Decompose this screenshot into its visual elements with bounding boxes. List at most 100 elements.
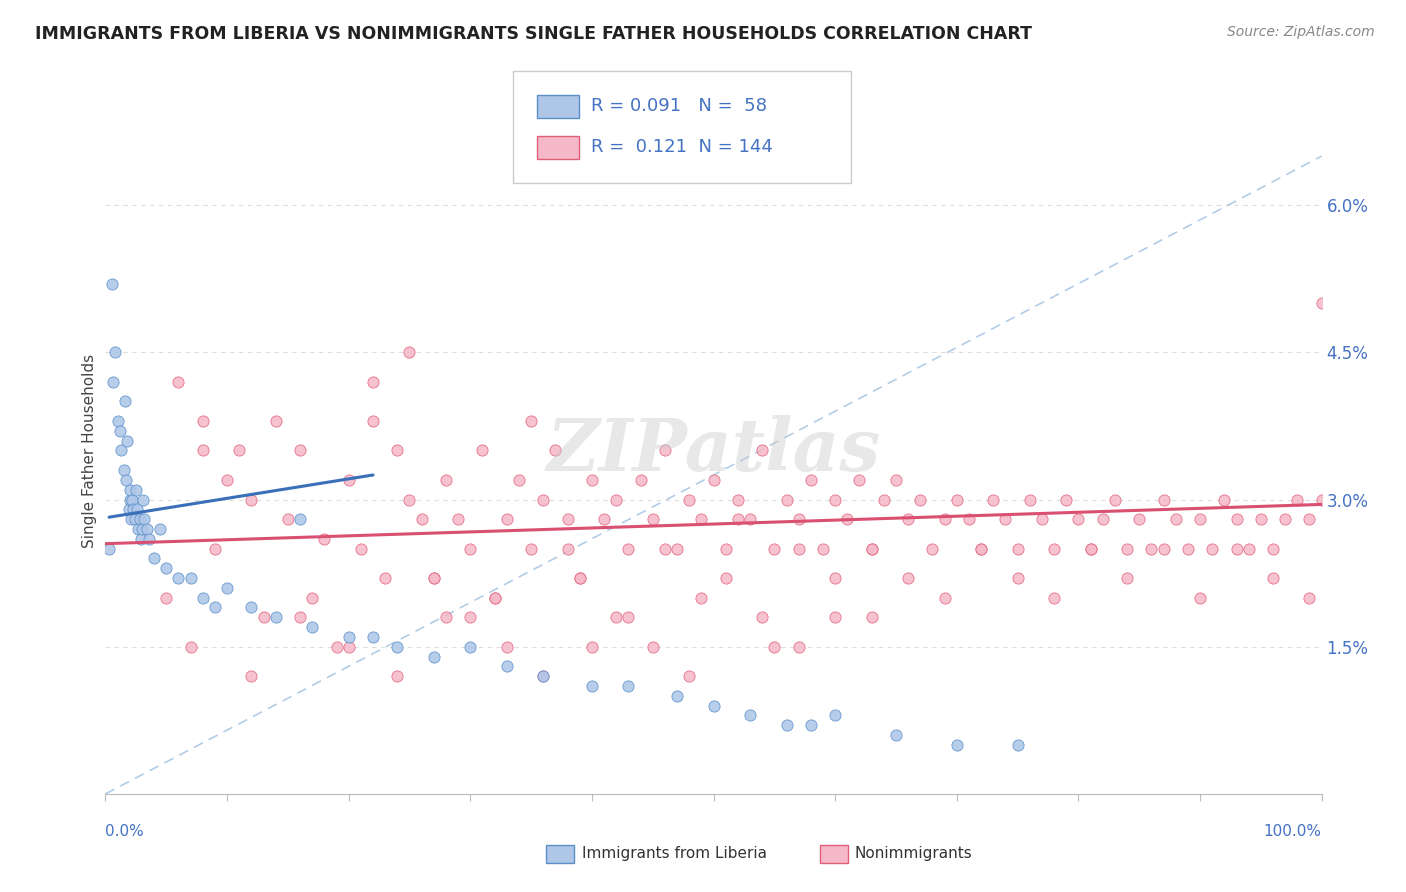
Point bbox=[1225, 512, 1247, 526]
Point bbox=[690, 591, 713, 605]
Point bbox=[787, 512, 810, 526]
Point bbox=[751, 443, 773, 458]
Point bbox=[155, 591, 177, 605]
Point bbox=[264, 610, 287, 624]
Point bbox=[787, 541, 810, 556]
Point bbox=[568, 571, 591, 585]
Point bbox=[520, 541, 543, 556]
Point bbox=[581, 473, 603, 487]
Point bbox=[934, 512, 956, 526]
Point bbox=[217, 581, 239, 595]
Text: 0.0%: 0.0% bbox=[105, 824, 145, 838]
Point bbox=[387, 443, 409, 458]
Point bbox=[134, 512, 156, 526]
Point bbox=[1067, 512, 1090, 526]
Point bbox=[1310, 492, 1333, 507]
Point bbox=[128, 512, 150, 526]
Point bbox=[508, 473, 530, 487]
Point bbox=[301, 620, 323, 634]
Point bbox=[101, 375, 124, 389]
Point bbox=[484, 591, 506, 605]
Point bbox=[387, 669, 409, 683]
Point bbox=[1153, 541, 1175, 556]
Point bbox=[1116, 541, 1139, 556]
Point bbox=[191, 414, 214, 428]
Point bbox=[678, 669, 700, 683]
Point bbox=[617, 610, 640, 624]
Point bbox=[1189, 512, 1212, 526]
Point bbox=[337, 630, 360, 644]
Point bbox=[1080, 541, 1102, 556]
Point bbox=[1043, 541, 1066, 556]
Point bbox=[122, 502, 145, 516]
Point bbox=[423, 649, 446, 664]
Point bbox=[471, 443, 494, 458]
Point bbox=[1091, 512, 1114, 526]
Point bbox=[1310, 296, 1333, 310]
Point bbox=[288, 443, 311, 458]
Point bbox=[617, 679, 640, 693]
Point bbox=[217, 473, 239, 487]
Point bbox=[125, 502, 148, 516]
Point bbox=[702, 698, 725, 713]
Point bbox=[860, 541, 883, 556]
Point bbox=[1213, 492, 1236, 507]
Point bbox=[641, 512, 664, 526]
Point bbox=[1128, 512, 1150, 526]
Point bbox=[1018, 492, 1040, 507]
Point bbox=[167, 571, 190, 585]
Point bbox=[108, 424, 131, 438]
Text: R = 0.091   N =  58: R = 0.091 N = 58 bbox=[591, 97, 766, 115]
Point bbox=[910, 492, 932, 507]
Point bbox=[884, 728, 907, 742]
Point bbox=[228, 443, 250, 458]
Point bbox=[860, 541, 883, 556]
Point bbox=[544, 443, 567, 458]
Point bbox=[593, 512, 616, 526]
Point bbox=[873, 492, 896, 507]
Point bbox=[824, 571, 846, 585]
Point bbox=[605, 492, 627, 507]
Point bbox=[531, 492, 554, 507]
Point bbox=[1286, 492, 1309, 507]
Point bbox=[252, 610, 274, 624]
Point bbox=[994, 512, 1017, 526]
Point bbox=[1140, 541, 1163, 556]
Point bbox=[520, 414, 543, 428]
Text: ZIPatlas: ZIPatlas bbox=[547, 415, 880, 486]
Point bbox=[100, 277, 122, 291]
Point bbox=[934, 591, 956, 605]
Point bbox=[115, 473, 138, 487]
Point bbox=[1164, 512, 1187, 526]
Point bbox=[131, 522, 153, 536]
Point bbox=[678, 492, 700, 507]
Point bbox=[118, 492, 141, 507]
Point bbox=[325, 640, 347, 654]
Point bbox=[763, 541, 786, 556]
Point bbox=[751, 610, 773, 624]
Point bbox=[447, 512, 470, 526]
Point bbox=[884, 473, 907, 487]
Point bbox=[1116, 571, 1139, 585]
Point bbox=[288, 512, 311, 526]
Point bbox=[361, 630, 384, 644]
Point bbox=[277, 512, 299, 526]
Point bbox=[981, 492, 1004, 507]
Text: Immigrants from Liberia: Immigrants from Liberia bbox=[582, 847, 768, 861]
Point bbox=[811, 541, 834, 556]
Point bbox=[143, 551, 166, 566]
Point bbox=[240, 492, 263, 507]
Point bbox=[495, 640, 517, 654]
Point bbox=[1298, 512, 1320, 526]
Point bbox=[1080, 541, 1102, 556]
Point bbox=[860, 610, 883, 624]
Point bbox=[411, 512, 433, 526]
Point bbox=[970, 541, 993, 556]
Point bbox=[117, 434, 139, 448]
Point bbox=[337, 640, 360, 654]
Point bbox=[1261, 571, 1284, 585]
Point bbox=[107, 414, 129, 428]
Point bbox=[104, 345, 127, 359]
Point bbox=[387, 640, 409, 654]
Point bbox=[117, 502, 139, 516]
